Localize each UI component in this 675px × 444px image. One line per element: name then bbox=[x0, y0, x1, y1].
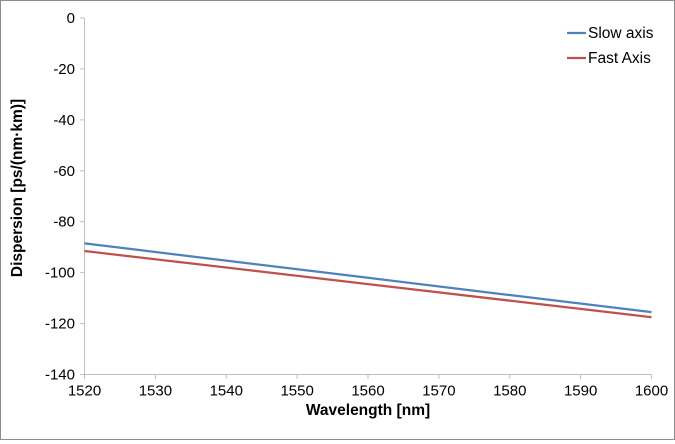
series-line-fast-axis bbox=[84, 249, 652, 319]
x-tick-label: 1520 bbox=[68, 383, 101, 400]
y-tick-label: -80 bbox=[53, 214, 75, 231]
x-tick-label: 1570 bbox=[422, 383, 455, 400]
y-tick-label: 0 bbox=[67, 10, 75, 27]
x-axis: 1520 1530 1540 1550 1560 1570 1580 1590 1600 bbox=[68, 374, 668, 400]
y-tick-label: -20 bbox=[53, 61, 75, 78]
x-tick-label: 1560 bbox=[351, 383, 384, 400]
x-tick-label: 1540 bbox=[210, 383, 243, 400]
legend-item-fast-axis: Fast Axis bbox=[567, 50, 651, 67]
y-tick-label: -60 bbox=[53, 163, 75, 180]
y-tick-label: -40 bbox=[53, 112, 75, 129]
x-tick-label: 1530 bbox=[139, 383, 172, 400]
y-tick-label: -140 bbox=[45, 367, 75, 384]
x-tick-label: 1550 bbox=[280, 383, 313, 400]
y-tick-label: -120 bbox=[45, 316, 75, 333]
x-tick-label: 1580 bbox=[493, 383, 526, 400]
legend: Slow axis Fast Axis bbox=[567, 25, 654, 67]
plot-series bbox=[84, 242, 652, 319]
x-axis-title: Wavelength [nm] bbox=[306, 402, 430, 419]
legend-item-slow-axis: Slow axis bbox=[567, 25, 654, 42]
legend-label-slow-axis: Slow axis bbox=[588, 25, 654, 42]
series-line-slow-axis bbox=[84, 242, 652, 314]
x-tick-label: 1600 bbox=[635, 383, 668, 400]
legend-label-fast-axis: Fast Axis bbox=[588, 50, 651, 67]
y-axis-title: Dispersion [ps/(nm·km)] bbox=[9, 99, 26, 277]
y-tick-label: -100 bbox=[45, 265, 75, 282]
x-tick-label: 1590 bbox=[564, 383, 597, 400]
y-axis: 0 -20 -40 -60 -80 -100 -120 -140 bbox=[45, 10, 85, 384]
